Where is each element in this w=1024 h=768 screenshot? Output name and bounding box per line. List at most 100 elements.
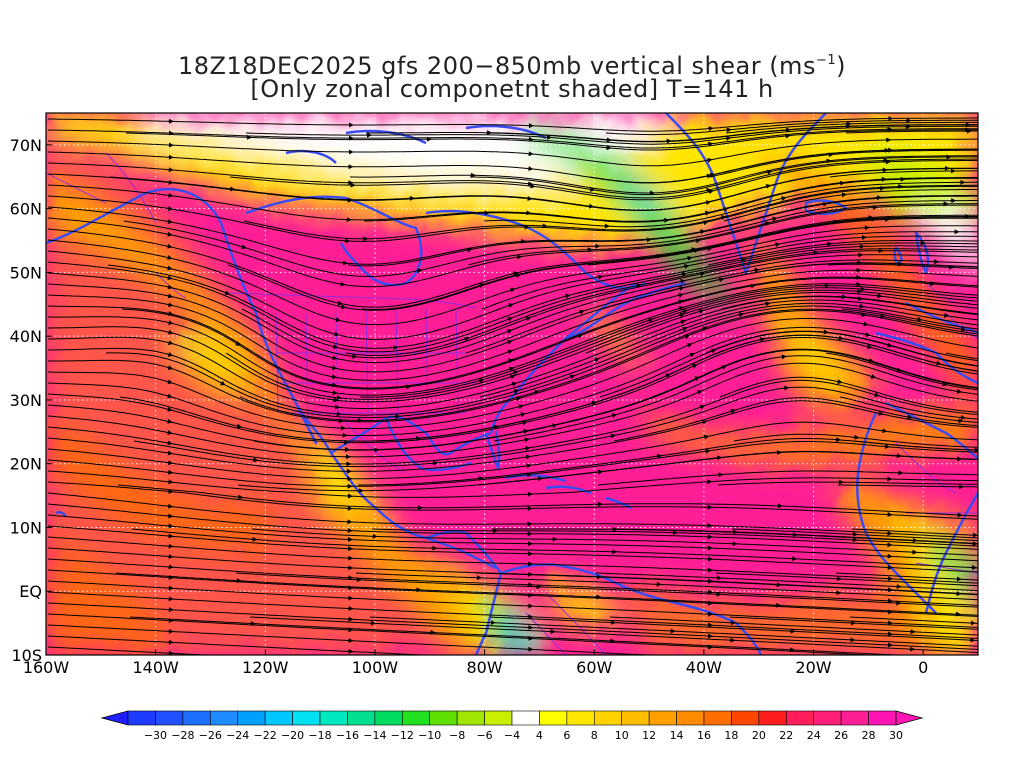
streamline-arrow [656,453,663,459]
colorbar-left-arrow [100,710,129,726]
latitude-label: 50N [10,263,42,282]
streamline-arrow [753,267,760,273]
colorbar-label: −26 [199,729,222,742]
longitude-label: 120W [242,658,289,677]
colorbar-label: 28 [862,729,876,742]
colorbar-swatch [127,710,156,726]
colorbar-label: −10 [418,729,441,742]
streamline-arrow [837,335,844,341]
latitude-label: 40N [10,327,42,346]
streamline-arrow [879,313,886,319]
colorbar-label: 20 [752,729,766,742]
streamline-arrow [166,219,173,224]
latitude-label: 10S [11,646,42,665]
colorbar-swatch [155,710,184,726]
longitude-label: 100W [352,658,399,677]
colorbar-swatch [264,710,293,726]
streamline-arrow [881,428,888,434]
colorbar-labels: −30 −28 −26 −24 −22 −20 −18 −16 −14 −12 −10 −8 −6 −4 4… [144,729,903,742]
colorbar-label: −6 [476,729,492,742]
colorbar-swatch [813,710,842,726]
longitude-label: 40W [686,658,722,677]
longitude-label: 160W [23,658,70,677]
map-title-line2: [Only zonal componetnt shaded] T=141 h [250,75,774,103]
colorbar-swatch [868,710,897,726]
colorbar-label: −12 [391,729,414,742]
latitude-label: 30N [10,391,42,410]
streamline-arrow [167,460,174,466]
colorbar-label: 16 [697,729,711,742]
colorbar-swatch [429,710,458,726]
colorbar-label: −4 [504,729,520,742]
shear-map-panel [46,113,978,655]
streamline-arrow [960,326,967,332]
streamline-arrow [525,454,532,460]
longitude-label: 20W [795,658,831,677]
colorbar-label: −28 [171,729,194,742]
latitude-label: 10N [10,518,42,537]
colorbar-label: 24 [807,729,821,742]
streamline-arrow [331,382,338,388]
colorbar-swatch [456,710,485,726]
colorbar-swatch [237,710,266,726]
colorbar-swatch [182,710,211,726]
colorbar-label: 6 [563,729,570,742]
longitude-label: 60W [576,658,612,677]
colorbar-label: −16 [336,729,359,742]
colorbar-swatch [539,710,568,726]
colorbar-label: −18 [308,729,331,742]
streamline-arrow [655,253,662,259]
latitude-label: EQ [19,582,42,601]
colorbar-swatch [785,710,815,726]
streamline-arrow [822,201,829,207]
colorbar-swatches [100,710,924,726]
colorbar-label: −8 [449,729,465,742]
colorbar-label: 22 [779,729,793,742]
streamline-arrow [516,254,523,260]
colorbar-label: 8 [591,729,598,742]
colorbar-swatch [731,710,760,726]
streamline-arrow [860,312,867,318]
colorbar-label: −30 [144,729,167,742]
latitude-label: 20N [10,455,42,474]
colorbar-swatch [593,710,623,726]
colorbar-swatch [703,710,732,726]
colorbar-swatch [484,710,513,726]
streamline-arrow [589,186,596,192]
streamline-arrow [523,437,530,443]
streamline-arrow [167,192,174,198]
streamline-arrow [588,203,595,209]
colorbar-label: −22 [254,729,277,742]
streamline-arrow [339,281,346,287]
colorbar-label: −14 [363,729,386,742]
colorbar-swatch [676,710,705,726]
colorbar-swatch [209,710,239,726]
longitude-label: 0 [918,658,928,677]
colorbar-label: 26 [834,729,848,742]
streamline-arrow [597,274,604,280]
colorbar-label: 4 [536,729,543,742]
map-title-line1: 18Z18DEC2025 gfs 200−850mb vertical shea… [177,52,846,80]
colorbar-swatch [840,710,869,726]
colorbar-label: 14 [670,729,684,742]
colorbar-right-arrow [895,710,924,726]
streamline-arrow [524,445,531,451]
colorbar-swatch [566,710,595,726]
streamline-arrow [704,448,711,454]
longitude-label: 140W [132,658,179,677]
streamline-arrow [167,206,174,211]
colorbar-swatch [374,710,403,726]
streamline-arrow [525,463,532,469]
colorbar-label: 30 [889,729,903,742]
colorbar-swatch [621,710,650,726]
streamline-arrow [764,301,771,307]
streamline-arrow [166,440,173,446]
colorbar-label: −20 [281,729,304,742]
colorbar-label: 10 [615,729,629,742]
streamline-arrow [956,388,963,394]
streamline-arrow [749,283,756,289]
streamline-arrow [331,390,338,396]
streamline-arrow [943,312,950,318]
shear-map [46,113,978,655]
colorbar-swatch [511,710,540,726]
